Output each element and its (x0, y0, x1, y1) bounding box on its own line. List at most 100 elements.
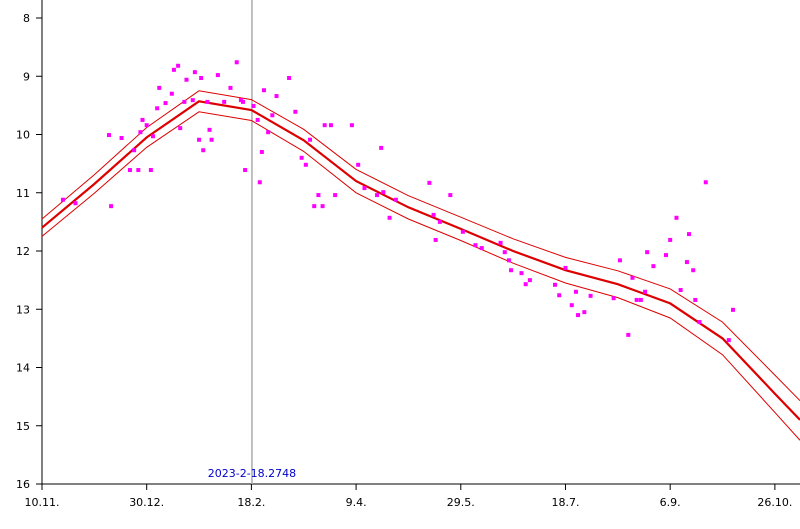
x-tick-label: 9.4. (346, 496, 367, 509)
data-point (255, 117, 260, 122)
data-point (312, 204, 317, 209)
data-point (308, 137, 313, 142)
data-point (634, 297, 639, 302)
x-tick-label: 6.9. (660, 496, 681, 509)
data-point (184, 77, 189, 82)
data-point (207, 127, 212, 132)
data-point (192, 70, 197, 75)
data-point (381, 190, 386, 195)
x-tick-label: 29.5. (447, 496, 475, 509)
y-tick-label: 8 (23, 12, 30, 25)
cursor-label: 2023-2-18.2748 (208, 467, 296, 480)
data-point (259, 149, 264, 154)
data-point (163, 101, 168, 106)
data-point (257, 180, 262, 185)
data-point (506, 258, 511, 263)
data-point (697, 320, 702, 325)
data-point (215, 73, 220, 78)
data-point (144, 123, 149, 128)
data-point (303, 162, 308, 167)
data-point (674, 215, 679, 220)
y-tick-label: 9 (23, 70, 30, 83)
data-point (726, 338, 731, 343)
x-tick-label: 26.10. (757, 496, 792, 509)
data-point (651, 264, 656, 269)
data-point (222, 99, 227, 104)
data-point (138, 130, 143, 135)
data-point (356, 162, 361, 167)
y-tick-label: 16 (16, 478, 30, 491)
data-point (519, 271, 524, 276)
data-point (150, 134, 155, 139)
data-point (349, 123, 354, 128)
data-point (611, 296, 616, 301)
data-point (234, 60, 239, 65)
fit-line (41, 100, 800, 421)
data-point (155, 106, 160, 111)
data-point (626, 332, 631, 337)
data-point (243, 168, 248, 173)
data-point (169, 91, 174, 96)
data-point (238, 98, 243, 103)
data-point (171, 67, 176, 72)
data-point (645, 250, 650, 255)
data-point (691, 268, 696, 273)
data-point (140, 117, 145, 122)
data-point (228, 85, 233, 90)
fit-band (41, 111, 800, 441)
data-point (197, 137, 202, 142)
data-point (251, 103, 256, 108)
data-point (119, 135, 124, 140)
data-point (379, 145, 384, 150)
data-point (523, 282, 528, 287)
data-point (274, 94, 279, 99)
x-tick-label: 30.12. (129, 496, 164, 509)
data-point (73, 201, 78, 206)
fit-band (41, 90, 800, 402)
data-point (527, 278, 532, 283)
data-point (643, 289, 648, 294)
data-point (201, 148, 206, 153)
data-point (479, 246, 484, 251)
data-point (387, 215, 392, 220)
data-point (205, 99, 210, 104)
data-point (316, 193, 321, 198)
data-point (148, 168, 153, 173)
y-tick-label: 11 (16, 187, 30, 200)
data-point (199, 75, 204, 80)
data-point (569, 303, 574, 308)
y-tick-label: 14 (16, 362, 30, 375)
data-point (362, 186, 367, 191)
data-point (261, 88, 266, 93)
data-point (678, 288, 683, 293)
data-point (588, 293, 593, 298)
y-tick-label: 13 (16, 303, 30, 316)
data-point (322, 123, 327, 128)
data-point (178, 126, 183, 131)
data-point (176, 63, 181, 68)
data-point (576, 313, 581, 318)
data-point (299, 155, 304, 160)
data-point (293, 109, 298, 114)
data-point (333, 193, 338, 198)
x-tick-label: 18.2. (237, 496, 265, 509)
data-point (638, 297, 643, 302)
data-point (663, 253, 668, 258)
data-point (502, 250, 507, 255)
data-point (190, 98, 195, 103)
data-point (553, 282, 558, 287)
data-point (630, 275, 635, 280)
data-point (127, 168, 132, 173)
data-point (703, 180, 708, 185)
y-tick-label: 10 (16, 129, 30, 142)
y-tick-label: 15 (16, 420, 30, 433)
data-point (136, 168, 141, 173)
data-point (668, 237, 673, 242)
data-point (557, 293, 562, 298)
data-point (684, 260, 689, 265)
data-point (582, 310, 587, 315)
data-point (60, 197, 65, 202)
data-point (448, 193, 453, 198)
data-point (209, 137, 214, 142)
